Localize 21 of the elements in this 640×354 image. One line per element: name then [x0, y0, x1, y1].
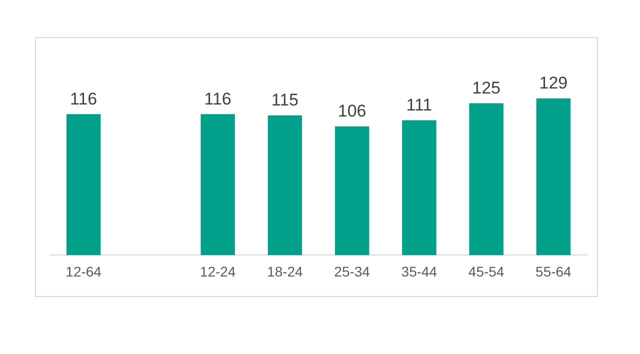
data-label: 125	[472, 78, 500, 98]
x-tick-label: 12-24	[200, 263, 236, 280]
data-label: 116	[204, 89, 232, 108]
data-label: 106	[338, 102, 366, 121]
data-label: 116	[70, 89, 98, 108]
data-label: 129	[539, 74, 568, 93]
bar	[334, 126, 370, 256]
bar	[200, 114, 235, 256]
bar	[268, 115, 302, 256]
x-tick-label: 55-64	[536, 263, 572, 280]
x-tick-label: 45-54	[468, 263, 504, 280]
bar	[402, 120, 436, 256]
x-tick-label: 12-64	[66, 263, 102, 280]
x-tick-label: 35-44	[401, 263, 438, 280]
data-label: 115	[271, 90, 298, 110]
bar	[469, 103, 504, 256]
bar	[536, 98, 571, 256]
x-tick-label: 25-34	[334, 263, 370, 280]
data-label: 111	[406, 95, 432, 114]
bar	[66, 114, 101, 256]
x-tick-label: 18-24	[267, 263, 304, 280]
